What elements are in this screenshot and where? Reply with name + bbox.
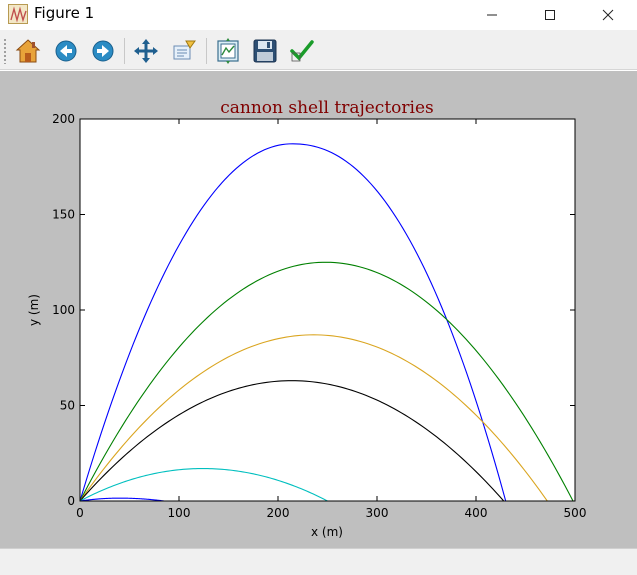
y-tick-label: 0 <box>67 494 75 508</box>
y-tick-label: 50 <box>60 399 75 413</box>
save-button[interactable] <box>251 37 279 65</box>
x-tick-label: 400 <box>465 506 488 520</box>
back-arrow-icon <box>55 40 77 62</box>
close-icon <box>602 9 614 21</box>
x-tick-label: 100 <box>168 506 191 520</box>
forward-button[interactable] <box>89 37 117 65</box>
home-button[interactable] <box>14 37 42 65</box>
toolbar-separator <box>206 38 207 64</box>
subplots-button[interactable] <box>214 37 242 65</box>
title-bar[interactable]: Figure 1 <box>0 0 637 30</box>
trajectory-line-1 <box>80 143 507 501</box>
home-icon <box>15 39 41 63</box>
zoom-rect-icon <box>173 40 196 60</box>
checkmark-icon <box>290 40 314 62</box>
pan-button[interactable] <box>132 37 160 65</box>
figure-canvas[interactable]: 0 100 200 300 400 500 0 50 100 150 200 cannon shel… <box>0 71 637 548</box>
x-tick-label: 300 <box>366 506 389 520</box>
back-button[interactable] <box>52 37 80 65</box>
toolbar-separator <box>124 38 125 64</box>
edit-button[interactable] <box>288 37 316 65</box>
minimize-icon <box>487 14 497 16</box>
floppy-disk-icon <box>253 39 277 63</box>
close-button[interactable] <box>585 0 631 30</box>
zoom-button[interactable] <box>170 37 198 65</box>
maximize-button[interactable] <box>527 0 573 30</box>
chart-title: cannon shell trajectories <box>220 98 434 118</box>
x-axis-label: x (m) <box>311 525 343 539</box>
window-title: Figure 1 <box>34 4 95 22</box>
maximize-icon <box>545 10 555 20</box>
subplots-icon <box>217 38 239 64</box>
trajectory-line-5 <box>80 467 328 501</box>
x-tick-label: 200 <box>267 506 290 520</box>
trajectory-chart: 0 100 200 300 400 500 0 50 100 150 200 cannon shel… <box>27 98 587 539</box>
pan-arrows-icon <box>134 39 158 63</box>
y-tick-label: 150 <box>52 208 75 222</box>
forward-arrow-icon <box>92 40 114 62</box>
y-tick-label: 200 <box>52 112 75 126</box>
x-tick-label: 0 <box>76 506 84 520</box>
trajectory-line-3 <box>80 334 548 501</box>
status-bar <box>0 548 637 575</box>
y-axis-label: y (m) <box>27 294 41 326</box>
plot-area <box>80 119 575 501</box>
toolbar-grip[interactable] <box>3 38 7 64</box>
trajectory-line-2 <box>80 261 574 501</box>
x-tick-label: 500 <box>564 506 587 520</box>
matplotlib-figure-icon <box>8 4 28 24</box>
trajectory-line-4 <box>80 380 505 501</box>
y-tick-label: 100 <box>52 303 75 317</box>
minimize-button[interactable] <box>469 0 515 30</box>
navigation-toolbar <box>0 30 637 70</box>
trajectory-line-6 <box>80 497 165 501</box>
